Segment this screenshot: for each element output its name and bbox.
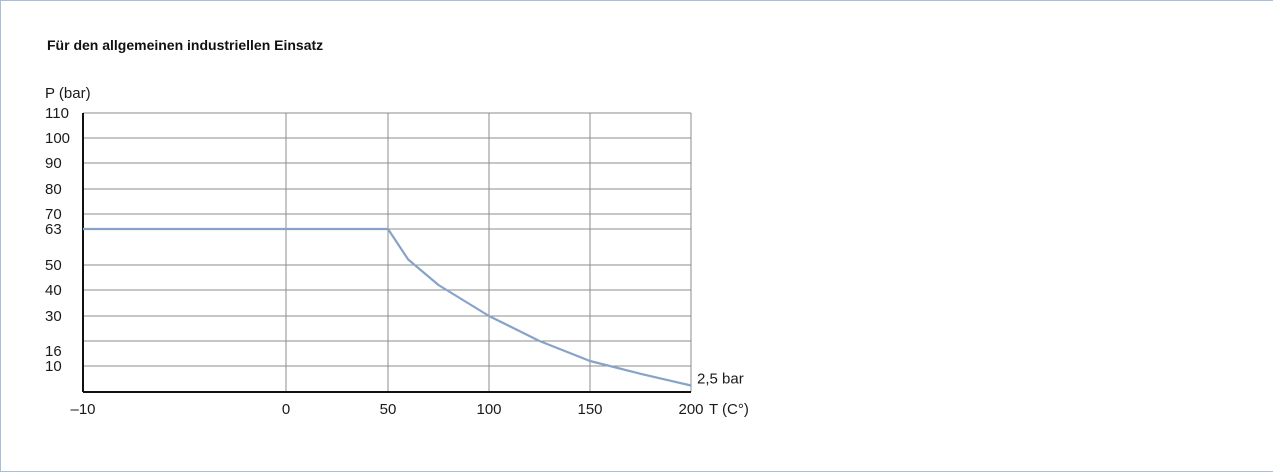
x-tick-label-200: 200 <box>678 401 703 418</box>
y-tick-label-110: 110 <box>45 105 69 122</box>
y-tick-label-40: 40 <box>45 282 62 299</box>
axes <box>82 113 691 393</box>
series-line-0 <box>83 227 692 387</box>
x-tick-label-50: 50 <box>380 401 397 418</box>
x-tick-label-150: 150 <box>577 401 602 418</box>
y-tick-label-50: 50 <box>45 257 62 274</box>
y-tick-label-16: 16 <box>45 343 62 360</box>
chart-title: Für den allgemeinen industriellen Einsat… <box>47 37 324 53</box>
x-axis-label: T (C°) <box>709 401 749 418</box>
y-tick-label-80: 80 <box>45 181 62 198</box>
y-axis-label: P (bar) <box>45 85 91 102</box>
series <box>83 227 692 387</box>
grid <box>83 112 692 392</box>
annotation-0: 2,5 bar <box>697 371 744 388</box>
y-tick-label-10: 10 <box>45 358 62 375</box>
x-tick-label--10: –10 <box>70 401 95 418</box>
x-tick-label-0: 0 <box>282 401 290 418</box>
y-tick-label-30: 30 <box>45 308 62 325</box>
y-tick-label-70: 70 <box>45 206 62 223</box>
y-tick-label-90: 90 <box>45 155 62 172</box>
y-tick-label-63: 63 <box>45 221 62 238</box>
y-tick-label-100: 100 <box>45 130 70 147</box>
x-tick-label-100: 100 <box>476 401 501 418</box>
